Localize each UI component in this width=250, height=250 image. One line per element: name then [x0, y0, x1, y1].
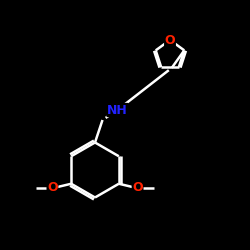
Text: O: O — [132, 181, 143, 194]
Text: O: O — [47, 181, 58, 194]
Text: NH: NH — [107, 104, 128, 117]
Text: O: O — [165, 34, 175, 46]
